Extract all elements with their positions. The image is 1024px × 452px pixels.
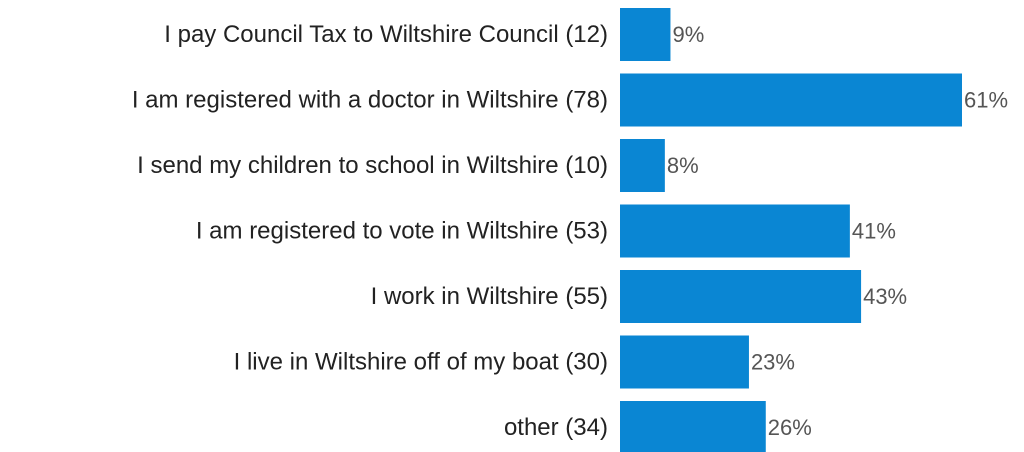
category-label: I am registered to vote in Wiltshire (53… (196, 218, 608, 245)
value-label: 23% (751, 350, 795, 375)
value-label: 43% (863, 284, 907, 309)
category-label: I pay Council Tax to Wiltshire Council (… (164, 21, 608, 48)
category-label: I send my children to school in Wiltshir… (137, 152, 608, 179)
bar (620, 401, 766, 452)
bars (620, 8, 962, 452)
bar (620, 139, 665, 192)
bar (620, 335, 749, 389)
category-label: I work in Wiltshire (55) (371, 283, 608, 310)
value-labels: 9% 61% 8% 41% 43% 23% 26% (667, 22, 1008, 440)
value-label: 9% (672, 22, 704, 47)
category-label: I live in Wiltshire off of my boat (30) (234, 349, 608, 376)
bar (620, 270, 862, 323)
value-label: 41% (852, 219, 896, 244)
bar (620, 204, 850, 258)
bar (620, 73, 962, 127)
value-label: 61% (964, 88, 1008, 113)
category-label: other (34) (504, 414, 608, 441)
value-label: 26% (768, 415, 812, 440)
bar (620, 8, 671, 61)
category-label: I am registered with a doctor in Wiltshi… (132, 87, 608, 114)
value-label: 8% (667, 153, 699, 178)
category-labels: I pay Council Tax to Wiltshire Council (… (132, 21, 608, 441)
